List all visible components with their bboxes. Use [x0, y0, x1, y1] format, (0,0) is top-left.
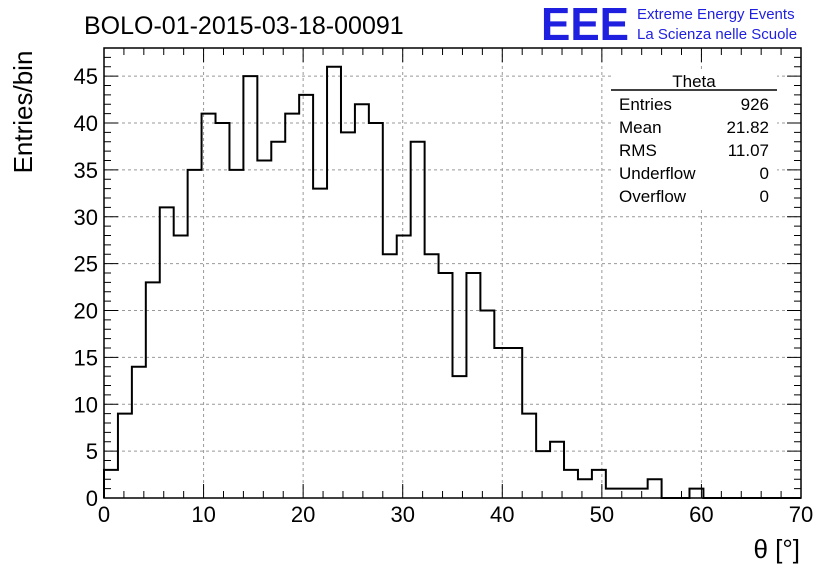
histogram-bin	[202, 114, 216, 498]
x-tick-label: 10	[191, 502, 215, 527]
histogram-bin	[285, 114, 299, 498]
stats-row-label: Mean	[619, 118, 662, 137]
y-tick-label: 35	[74, 158, 98, 183]
histogram-bin	[188, 170, 202, 498]
histogram-bin	[508, 348, 522, 498]
run-title: BOLO-01-2015-03-18-00091	[84, 12, 404, 40]
histogram-bin	[229, 170, 243, 498]
histogram-outline	[103, 65, 801, 499]
histogram-bin	[160, 207, 174, 498]
stats-row-value: 0	[760, 164, 769, 183]
histogram-bin	[243, 76, 257, 498]
y-tick-label: 20	[74, 299, 98, 324]
y-tick-label: 0	[86, 486, 98, 511]
y-tick-label: 5	[86, 439, 98, 464]
histogram-bin	[494, 348, 508, 498]
x-tick-label: 30	[390, 502, 414, 527]
histogram-bin	[606, 489, 620, 498]
x-tick-label: 40	[490, 502, 514, 527]
x-tick-label: 70	[789, 502, 813, 527]
histogram-bin	[439, 273, 453, 498]
y-tick-label: 40	[74, 111, 98, 136]
histogram-bin	[578, 479, 592, 498]
stats-row-value: 11.07	[728, 141, 769, 160]
stats-row-label: Underflow	[619, 164, 696, 183]
stats-row-value: 0	[760, 187, 769, 206]
logo-subtitle-1: Extreme Energy Events	[637, 6, 795, 23]
stats-row-label: RMS	[619, 141, 657, 160]
y-tick-label: 10	[74, 392, 98, 417]
histogram-bin	[341, 132, 355, 498]
histogram-bin	[257, 161, 271, 499]
histogram-bin	[146, 282, 160, 498]
histogram-bin	[564, 470, 578, 498]
histogram-bin	[522, 414, 536, 498]
y-tick-label: 25	[74, 252, 98, 277]
histogram-bin	[216, 123, 230, 498]
y-axis-label: Entries/bin	[8, 51, 38, 174]
histogram-bin	[480, 311, 494, 499]
stats-row-value: 21.82	[726, 118, 769, 137]
histogram-bin	[397, 236, 411, 499]
histogram-bin	[355, 104, 369, 498]
x-tick-label: 0	[98, 502, 110, 527]
stats-row-label: Entries	[619, 95, 672, 114]
histogram-bin	[132, 367, 146, 498]
histogram-bin	[411, 142, 425, 498]
histogram-bars	[103, 65, 801, 499]
histogram-bin	[271, 142, 285, 498]
histogram-bin	[104, 470, 118, 498]
histogram-bin	[453, 376, 467, 498]
stats-row-label: Overflow	[619, 187, 687, 206]
eee-logo: EEE	[541, 0, 629, 50]
histogram-bin	[466, 273, 480, 498]
stats-box-background	[611, 70, 777, 210]
histogram-bin	[425, 254, 439, 498]
histogram-bin	[634, 489, 648, 498]
histogram-bin	[327, 67, 341, 498]
histogram-bin	[648, 479, 662, 498]
axis-ticks: 0 10 20 30 40 50 60 70 0 5 10 15 20 25 30 35 40 45	[74, 47, 813, 527]
stats-row-value: 926	[741, 95, 769, 114]
logo-subtitle-2: La Scienza nelle Scuole	[637, 26, 797, 43]
y-tick-label: 45	[74, 64, 98, 89]
x-tick-label: 50	[590, 502, 614, 527]
histogram-bin	[174, 236, 188, 499]
histogram-bin	[592, 470, 606, 498]
stats-rows: Entries 926 Mean 21.82 RMS 11.07 Underflow 0 Ove…	[619, 95, 769, 206]
histogram-bin	[536, 451, 550, 498]
y-tick-label: 15	[74, 345, 98, 370]
x-tick-label: 20	[291, 502, 315, 527]
histogram-bin	[383, 254, 397, 498]
stats-box-title: Theta	[672, 72, 716, 91]
histogram-bin	[299, 95, 313, 498]
histogram-bin	[313, 189, 327, 498]
y-tick-label: 30	[74, 205, 98, 230]
histogram-bin	[550, 442, 564, 498]
histogram-bin	[118, 414, 132, 498]
x-axis-label: θ [°]	[753, 534, 800, 564]
histogram-bin	[369, 123, 383, 498]
stats-box: Theta Entries 926 Mean 21.82 RMS 11.07 Underfl…	[611, 70, 777, 210]
x-tick-label: 60	[689, 502, 713, 527]
